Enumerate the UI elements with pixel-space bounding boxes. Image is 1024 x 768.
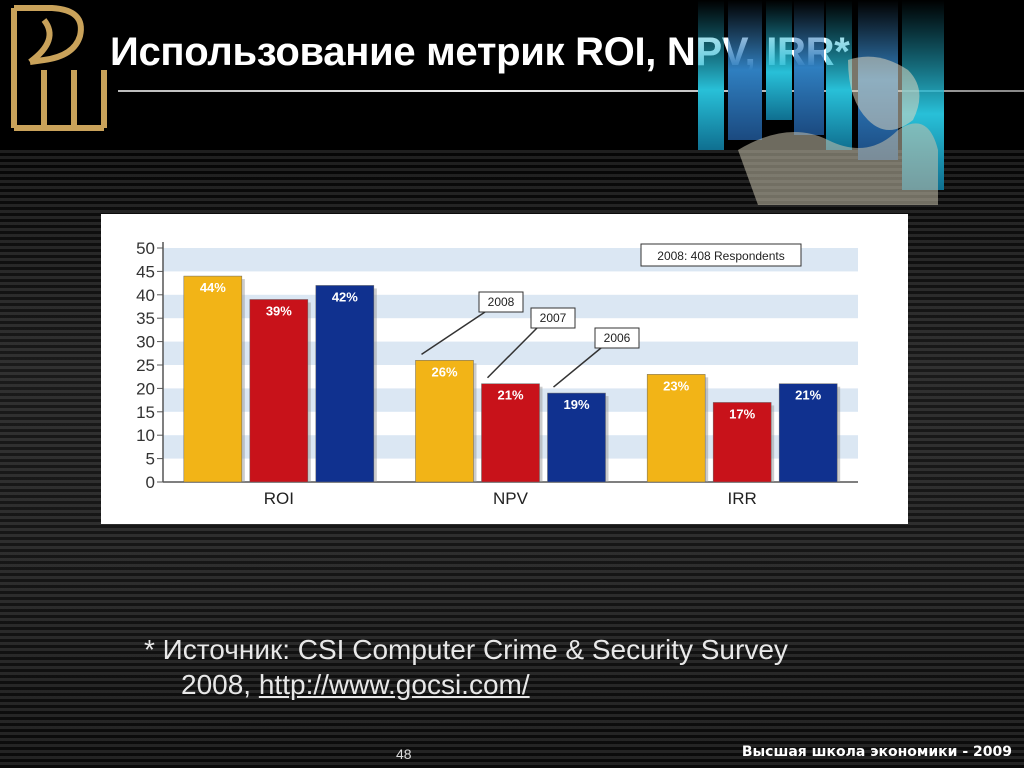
bar-npv-2006 (547, 392, 606, 483)
y-tick-label: 30 (136, 333, 155, 352)
data-label: 21% (795, 388, 821, 403)
data-label: 19% (563, 397, 589, 412)
bar-npv-2007 (481, 383, 540, 483)
title-underline (118, 90, 1024, 92)
data-label: 44% (200, 280, 226, 295)
y-tick-label: 15 (136, 403, 155, 422)
bar-irr-2008 (646, 374, 706, 483)
data-label: 17% (729, 406, 755, 421)
data-label: 21% (497, 388, 523, 403)
source-prefix: * Источник: CSI Computer Crime & Securit… (144, 634, 788, 665)
y-tick-label: 40 (136, 286, 155, 305)
footer-organization: Высшая школа экономики - 2009 (741, 744, 1012, 760)
bar-irr-2007 (712, 402, 772, 483)
callout-line (486, 327, 538, 379)
bar-irr-2006 (778, 383, 838, 483)
source-link[interactable]: http://www.gocsi.com/ (258, 669, 530, 700)
bar-npv-2008 (415, 360, 474, 483)
page-number: 48 (396, 746, 412, 762)
data-label: 23% (663, 378, 689, 393)
data-label: 26% (431, 364, 457, 379)
y-tick-label: 20 (136, 379, 155, 398)
y-tick-label: 10 (136, 426, 155, 445)
callout-line (421, 311, 486, 355)
bar-roi-2006 (315, 285, 375, 483)
y-tick-label: 35 (136, 309, 155, 328)
callout-label-2007: 2007 (540, 311, 567, 325)
respondents-note: 2008: 408 Respondents (657, 249, 784, 263)
data-label: 39% (266, 303, 292, 318)
vsh-logo-icon (11, 5, 107, 131)
x-tick-label: NPV (493, 489, 529, 508)
callout-box (530, 307, 576, 329)
callout-label-2008: 2008 (488, 295, 515, 309)
callout-label-2006: 2006 (604, 331, 631, 345)
respondents-box (640, 243, 802, 267)
callout-box (594, 327, 640, 349)
source-line2: 2008, http://www.gocsi.com/ (144, 667, 964, 702)
y-tick-label: 50 (136, 239, 155, 258)
x-tick-label: IRR (728, 489, 757, 508)
globe-decoration-icon (698, 0, 944, 205)
y-tick-label: 45 (136, 262, 155, 281)
source-note: * Источник: CSI Computer Crime & Securit… (144, 632, 964, 702)
source-year: 2008, (181, 669, 252, 700)
chart-panel: 0 5 10 15 20 25 30 35 40 45 50 44% 39% 42% ROI 26% 21% 19… (101, 214, 908, 524)
y-tick-label: 0 (146, 473, 155, 492)
callout-box (478, 291, 524, 313)
y-tick-label: 25 (136, 356, 155, 375)
bar-roi-2007 (249, 299, 309, 483)
bar-roi-2008 (183, 275, 243, 483)
y-tick-label: 5 (146, 450, 155, 469)
bar-chart: 0 5 10 15 20 25 30 35 40 45 50 44% 39% 42% ROI 26% 21% 19… (136, 239, 858, 508)
x-tick-label: ROI (264, 489, 294, 508)
callout-line (553, 347, 602, 388)
slide-title: Использование метрик ROI, NPV, IRR* (110, 30, 850, 74)
data-label: 42% (332, 289, 358, 304)
